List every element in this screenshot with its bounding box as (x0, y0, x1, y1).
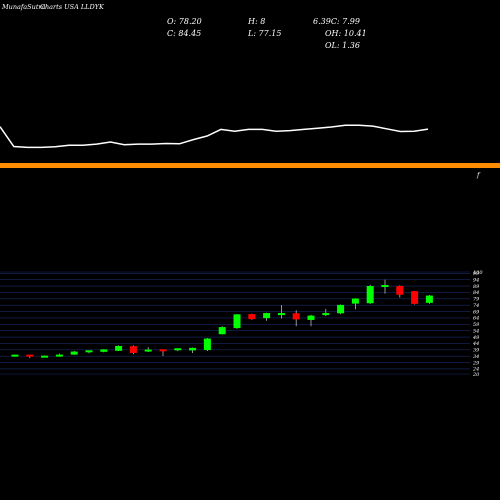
y-tick-label: 69 (473, 309, 480, 315)
candle-body (26, 354, 34, 357)
candle-body (55, 354, 63, 357)
candle-body (203, 338, 211, 351)
divider-marker: f (476, 171, 481, 179)
change-label: 6.39C: 7.99 (313, 17, 360, 26)
y-tick-label: 84 (473, 290, 479, 296)
candle (396, 285, 404, 298)
candle (366, 284, 374, 304)
candle (292, 310, 300, 327)
y-tick-label: 89 (473, 284, 480, 290)
candle (218, 326, 226, 335)
candle (26, 354, 34, 359)
candle-body (159, 349, 167, 352)
candle-body (381, 285, 389, 288)
chart-title: Charts USA LLDYK (40, 3, 105, 11)
candle-body (248, 314, 256, 320)
candle (100, 349, 108, 353)
candle (144, 347, 152, 353)
candle-series (11, 279, 433, 359)
candle-body (100, 349, 108, 352)
candle-body (233, 314, 241, 329)
high-label: H: 8 (247, 17, 265, 26)
candle (174, 348, 182, 352)
candle-body (411, 291, 419, 304)
close-label: C: 84.45 (167, 29, 201, 38)
candle-body (174, 348, 182, 351)
candle (115, 345, 123, 352)
y-tick-label: 54 (473, 328, 479, 334)
candle (85, 350, 93, 354)
candle (203, 338, 211, 352)
candle-body (129, 346, 137, 353)
oh-label: OH: 10.41 (325, 29, 367, 38)
y-tick-label: 64 (473, 316, 479, 322)
candle-body (292, 313, 300, 320)
candle (11, 354, 19, 357)
candle (307, 314, 315, 327)
candle (351, 298, 359, 310)
candle (263, 312, 271, 321)
candle-body (425, 295, 433, 303)
candle (248, 313, 256, 320)
candle (337, 304, 345, 315)
candle-body (277, 313, 285, 316)
candle-grid (0, 271, 470, 375)
candle-body (70, 351, 78, 355)
candle-body (351, 298, 359, 304)
candle (233, 314, 241, 329)
line-panel (0, 124, 429, 149)
candle-body (263, 313, 271, 319)
candle (425, 294, 433, 304)
y-tick-label: 74 (473, 303, 479, 309)
candle (41, 355, 49, 358)
candle-body (366, 286, 374, 304)
y-tick-label: 99 (473, 271, 480, 277)
y-tick-label: 94 (473, 277, 479, 283)
candle-body (337, 304, 345, 314)
candle (159, 349, 167, 357)
open-label: O: 78.20 (167, 17, 202, 26)
candle (189, 347, 197, 353)
panel-divider (0, 163, 500, 168)
candle-body (115, 345, 123, 351)
candle (411, 290, 419, 305)
candle (129, 345, 137, 355)
y-tick-label: 49 (472, 335, 480, 341)
candle-body (85, 350, 93, 353)
y-tick-label: 44 (472, 341, 479, 347)
y-tick-label: 59 (473, 322, 480, 328)
low-label: L: 77.15 (247, 29, 281, 38)
candle-body (322, 313, 330, 316)
candle-body (144, 349, 152, 352)
candle (381, 279, 389, 294)
candle-body (189, 347, 197, 351)
candle (70, 350, 78, 355)
y-tick-label: 39 (473, 348, 480, 354)
chart-header: MunafaSutra Charts USA LLDYK O: 78.20 C:… (1, 3, 367, 50)
candle (55, 353, 63, 357)
y-tick-label: 79 (473, 297, 480, 303)
brand-label: MunafaSutra (1, 3, 46, 11)
candle (277, 305, 285, 319)
candle-body (396, 286, 404, 295)
y-tick-label: 24 (472, 367, 479, 373)
candle-body (11, 354, 19, 357)
y-tick-label: 29 (472, 360, 480, 366)
candle (322, 308, 330, 316)
y-tick-label: 34 (473, 354, 479, 360)
candle-body (41, 355, 49, 358)
candle-body (307, 315, 315, 320)
candle-body (218, 327, 226, 335)
ol-label: OL: 1.36 (325, 41, 360, 50)
y-tick-label: 100 (473, 270, 483, 276)
price-line (0, 124, 429, 149)
y-tick-label: 20 (472, 372, 480, 378)
